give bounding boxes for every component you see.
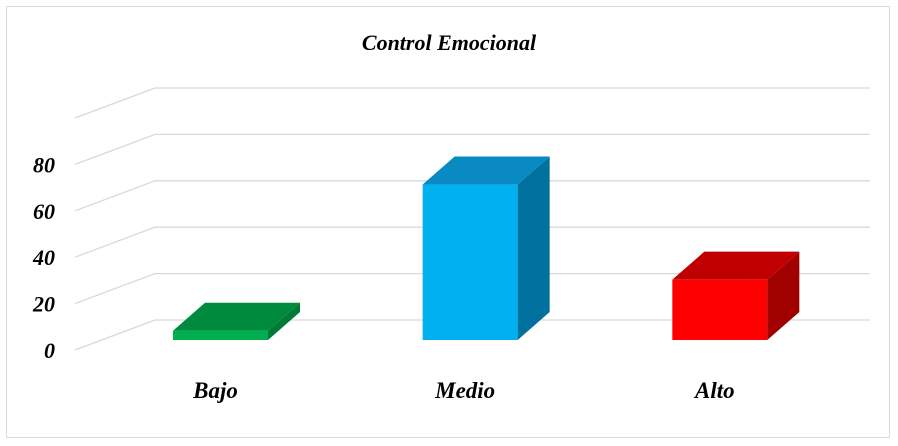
x-axis-categories: Bajo Medio Alto bbox=[192, 378, 735, 403]
y-axis-ticks: 0 20 40 60 80 bbox=[32, 152, 55, 363]
gridline bbox=[74, 272, 870, 305]
y-tick-label: 40 bbox=[32, 245, 55, 270]
bar-front bbox=[672, 279, 768, 340]
x-category-label: Alto bbox=[693, 378, 735, 403]
bar-alto bbox=[672, 251, 800, 340]
gridline bbox=[74, 226, 870, 258]
gridlines bbox=[74, 87, 870, 351]
gridline bbox=[74, 180, 870, 212]
bar-side bbox=[767, 251, 800, 340]
bar-side bbox=[268, 302, 300, 340]
y-tick-label: 0 bbox=[44, 338, 55, 363]
bars bbox=[173, 156, 800, 340]
gridline bbox=[74, 133, 870, 166]
bar-top bbox=[672, 251, 800, 280]
y-tick-label: 60 bbox=[33, 199, 55, 224]
bar-front bbox=[422, 184, 518, 340]
y-tick-label: 20 bbox=[32, 292, 55, 317]
bar-bajo bbox=[173, 302, 300, 340]
y-tick-label: 80 bbox=[33, 152, 55, 177]
bar-medio bbox=[422, 156, 550, 340]
bar-side bbox=[517, 156, 550, 340]
gridline bbox=[74, 319, 870, 351]
x-category-label: Bajo bbox=[192, 378, 238, 403]
gridline bbox=[74, 87, 870, 119]
bar-front bbox=[173, 330, 268, 340]
chart-title: Control Emocional bbox=[362, 30, 537, 55]
x-category-label: Medio bbox=[434, 378, 495, 403]
chart-frame bbox=[6, 6, 890, 438]
bar-top bbox=[173, 302, 300, 331]
bar-top bbox=[422, 156, 550, 185]
